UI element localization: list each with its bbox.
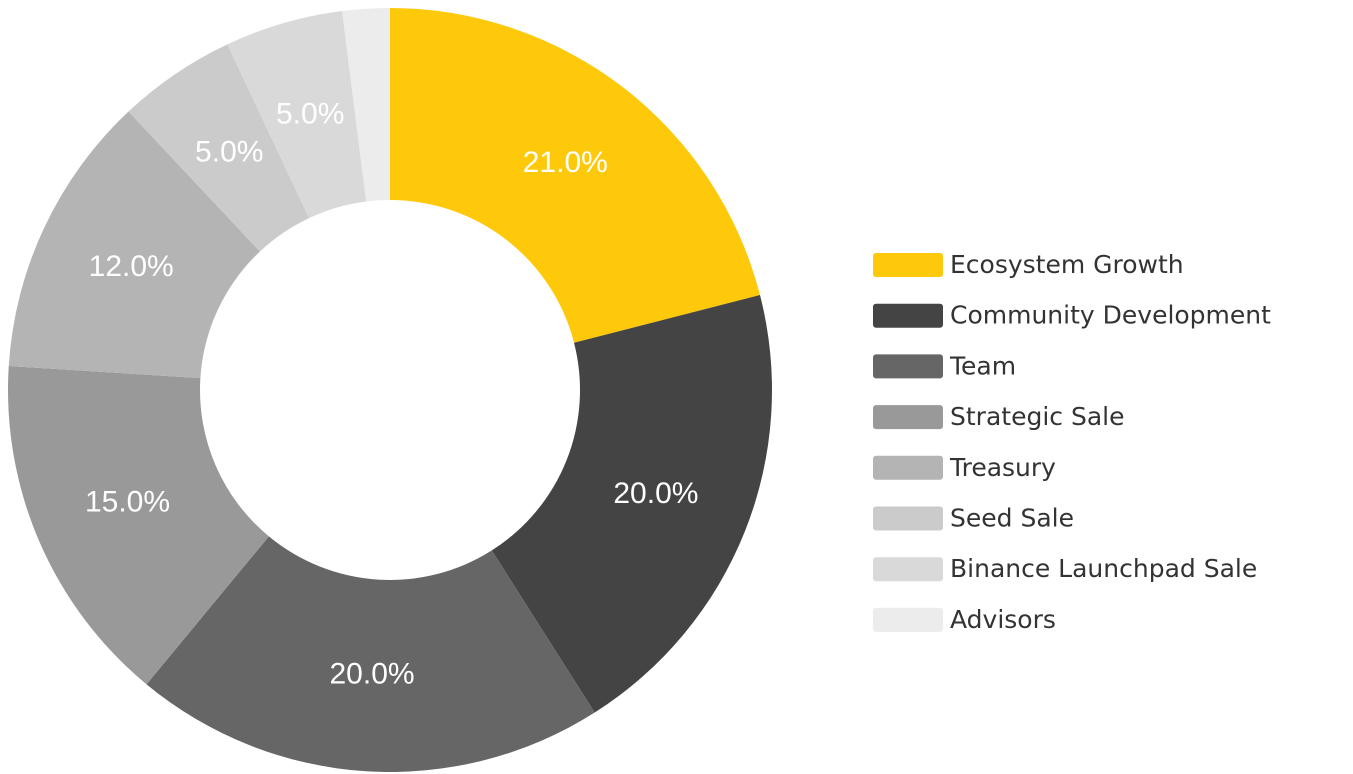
slice xyxy=(8,111,260,379)
legend-swatch xyxy=(873,557,943,582)
slice xyxy=(342,8,390,202)
legend-label: Team xyxy=(949,351,1016,380)
value-label: 20.0% xyxy=(613,477,698,510)
legend-label: Seed Sale xyxy=(950,504,1074,533)
value-label: 20.0% xyxy=(330,657,415,690)
slice xyxy=(128,44,310,252)
slice xyxy=(8,366,269,685)
legend-label: Strategic Sale xyxy=(950,402,1124,431)
value-label: 5.0% xyxy=(276,97,344,130)
legend-swatch xyxy=(873,455,943,480)
value-label: 12.0% xyxy=(89,250,174,283)
slice xyxy=(491,295,772,713)
value-label: 21.0% xyxy=(523,146,608,179)
legend-label: Ecosystem Growth xyxy=(950,250,1184,279)
legend-swatch xyxy=(873,607,943,632)
value-label: 15.0% xyxy=(85,486,170,519)
slice xyxy=(227,11,367,219)
value-label: 5.0% xyxy=(195,135,263,168)
legend-label: Community Development xyxy=(950,301,1271,330)
legend-swatch xyxy=(873,405,943,430)
slice xyxy=(146,536,595,772)
legend-swatch xyxy=(873,506,943,531)
legend-swatch xyxy=(873,354,943,379)
legend-swatch xyxy=(873,303,943,328)
slice xyxy=(390,8,760,343)
legend-label: Binance Launchpad Sale xyxy=(950,554,1257,583)
legend-swatch xyxy=(873,253,943,277)
legend-label: Treasury xyxy=(949,453,1056,482)
legend-label: Advisors xyxy=(950,605,1056,634)
